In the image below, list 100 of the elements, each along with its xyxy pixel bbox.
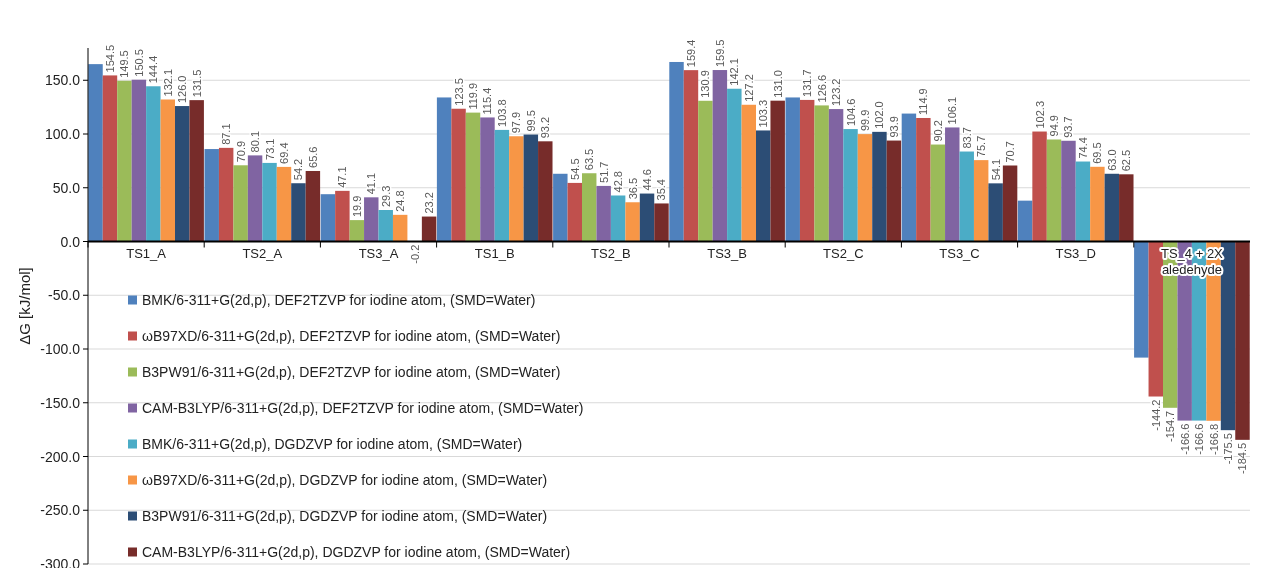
bar — [843, 129, 858, 242]
bar — [320, 194, 336, 242]
bar — [828, 109, 844, 242]
bar — [886, 140, 902, 242]
bar — [117, 80, 132, 242]
bar — [610, 195, 626, 242]
bar — [88, 64, 103, 242]
data-label: 104.6 — [844, 98, 857, 127]
x-tick-label: TS2_B — [591, 245, 631, 261]
x-tick-label: TS3_B — [707, 245, 747, 261]
data-label: 93.2 — [539, 116, 552, 139]
data-label: 54.5 — [568, 158, 581, 180]
data-label: -175.5 — [1222, 433, 1235, 465]
data-label: 90.2 — [931, 120, 944, 142]
bar — [945, 127, 960, 242]
bar — [1032, 131, 1047, 242]
bar — [436, 97, 452, 242]
bar — [204, 149, 219, 242]
data-label: 65.6 — [306, 146, 319, 168]
bar — [654, 203, 669, 242]
data-label: 73.1 — [263, 138, 276, 160]
data-label: 87.1 — [220, 123, 233, 145]
data-label: 23.2 — [423, 192, 436, 214]
bar — [349, 220, 365, 242]
data-label: 94.9 — [1048, 115, 1061, 137]
data-label: 114.9 — [917, 88, 930, 115]
y-tick-label: 0.0 — [60, 233, 81, 250]
data-label: -166.6 — [1178, 423, 1191, 455]
data-label: 127.2 — [742, 74, 755, 102]
bar — [930, 144, 946, 242]
bar — [916, 117, 931, 242]
x-tick-label: TS3_A — [358, 245, 399, 261]
data-label: 29.3 — [379, 185, 392, 207]
data-label: 150.5 — [132, 49, 145, 77]
bar — [1235, 241, 1250, 440]
data-label: 154.5 — [103, 44, 116, 73]
bar — [553, 173, 568, 242]
legend-label: B3PW91/6-311+G(2d,p), DGDZVP for iodine atom, (SMD=Water) — [142, 507, 548, 524]
data-label: 36.5 — [626, 177, 639, 200]
bar — [973, 160, 989, 242]
data-label: 99.9 — [858, 109, 871, 132]
data-label: 97.9 — [510, 111, 523, 134]
bar — [247, 155, 263, 242]
data-label: -166.6 — [1193, 423, 1206, 455]
data-label: 123.2 — [830, 78, 843, 107]
bar — [741, 104, 757, 242]
legend-label: BMK/6-311+G(2d,p), DEF2TZVP for iodine atom, (SMD=Water) — [142, 291, 536, 308]
x-tick-label: TS2_C — [823, 245, 864, 261]
legend-label: CAM-B3LYP/6-311+G(2d,p), DGDZVP for iodine atom, (SMD=Water) — [142, 543, 571, 560]
data-label: 70.9 — [234, 140, 247, 163]
data-label: 130.9 — [699, 70, 712, 98]
data-label: 44.6 — [641, 169, 654, 191]
bar — [988, 183, 1003, 242]
bar — [872, 131, 887, 242]
data-label: -184.5 — [1236, 442, 1249, 475]
data-label: 149.5 — [118, 50, 131, 78]
data-label: 99.5 — [524, 110, 537, 132]
data-label: 41.1 — [365, 172, 378, 195]
data-label: 35.4 — [655, 179, 668, 201]
bar — [189, 100, 204, 242]
bar — [1061, 140, 1076, 242]
x-tick-label: TS2_A — [242, 245, 283, 261]
bar — [857, 134, 873, 242]
bar — [146, 86, 161, 242]
bar — [131, 79, 147, 242]
data-label: 54.2 — [292, 158, 305, 181]
bar — [959, 151, 974, 242]
bar — [421, 216, 437, 242]
legend-label: ωB97XD/6-311+G(2d,p), DEF2TZVP for iodine atom, (SMD=Water) — [142, 327, 561, 344]
bar — [698, 100, 713, 242]
data-label: 115.4 — [481, 87, 494, 115]
data-label: 102.0 — [873, 101, 886, 129]
data-label: 159.4 — [684, 39, 697, 68]
x-tick-label: TS1_A — [126, 245, 167, 261]
data-label: 47.1 — [336, 166, 349, 188]
data-label: 103.8 — [495, 99, 508, 127]
bar — [392, 214, 408, 242]
bar — [102, 75, 118, 242]
data-label: 83.7 — [960, 127, 973, 149]
bar — [538, 141, 553, 242]
y-tick-label: -50.0 — [48, 287, 81, 304]
data-label: 132.1 — [161, 68, 174, 97]
bar — [465, 112, 481, 242]
bar — [1017, 200, 1033, 242]
data-label: -0.2 — [408, 244, 421, 264]
bar — [509, 136, 524, 242]
bar — [291, 183, 306, 242]
data-label: -154.7 — [1164, 410, 1177, 443]
bar — [582, 173, 597, 242]
data-label: -166.8 — [1207, 423, 1220, 456]
y-tick-label: -150.0 — [40, 394, 81, 411]
data-label: 80.1 — [249, 130, 262, 153]
bar — [451, 108, 466, 242]
bar — [1104, 173, 1120, 242]
bar — [799, 99, 815, 242]
bar — [625, 202, 640, 242]
bar — [785, 97, 800, 242]
data-label: 63.0 — [1105, 149, 1118, 171]
data-label: 70.7 — [1004, 141, 1017, 163]
bar — [262, 162, 277, 242]
